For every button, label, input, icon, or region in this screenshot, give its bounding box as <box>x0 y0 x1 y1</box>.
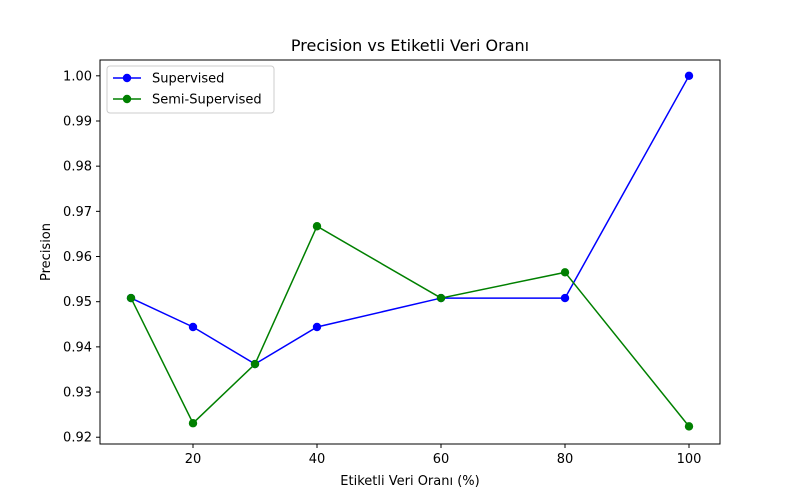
y-axis: 0.92 0.93 0.94 0.95 0.96 0.97 0.98 0.99 1.00 <box>63 69 100 446</box>
x-tick-label: 60 <box>433 452 450 467</box>
x-axis: 20 40 60 80 100 <box>185 444 702 467</box>
y-tick-label: 0.95 <box>63 295 92 310</box>
x-tick-label: 80 <box>557 452 574 467</box>
legend-box <box>106 65 275 114</box>
legend-label-semi-supervised: Semi-Supervised <box>152 93 262 108</box>
data-point-supervised <box>312 322 322 332</box>
data-point-supervised <box>188 322 198 332</box>
y-tick-label: 0.92 <box>63 431 92 446</box>
x-tick-label: 20 <box>185 452 202 467</box>
y-tick-label: 0.98 <box>63 160 92 175</box>
data-point-semi-supervised <box>126 293 136 303</box>
y-axis-title: Precision <box>39 223 54 281</box>
x-tick-label: 40 <box>309 452 326 467</box>
y-tick-label: 0.99 <box>63 114 92 129</box>
data-point-semi-supervised <box>684 422 694 431</box>
y-tick-label: 1.00 <box>63 69 92 84</box>
y-tick-label: 0.96 <box>63 250 92 265</box>
data-point-semi-supervised <box>188 419 198 428</box>
data-point-supervised <box>560 293 570 303</box>
legend-label-supervised: Supervised <box>152 72 224 87</box>
x-axis-title: Etiketli Veri Oranı (%) <box>340 474 479 489</box>
data-point-semi-supervised <box>436 293 446 303</box>
legend-marker-semi-supervised <box>122 94 132 104</box>
legend: Supervised Semi-Supervised <box>106 65 275 114</box>
data-point-semi-supervised <box>312 222 322 231</box>
series-layer <box>126 71 694 431</box>
data-point-semi-supervised <box>560 268 570 277</box>
chart-title: Precision vs Etiketli Veri Oranı <box>291 36 529 55</box>
y-tick-label: 0.97 <box>63 205 92 220</box>
y-tick-label: 0.93 <box>63 386 92 401</box>
legend-marker-supervised <box>122 73 132 83</box>
plot-frame <box>99 59 721 445</box>
x-tick-label: 100 <box>677 452 702 467</box>
y-tick-label: 0.94 <box>63 340 92 355</box>
data-point-semi-supervised <box>250 359 260 369</box>
data-point-supervised <box>684 71 694 81</box>
